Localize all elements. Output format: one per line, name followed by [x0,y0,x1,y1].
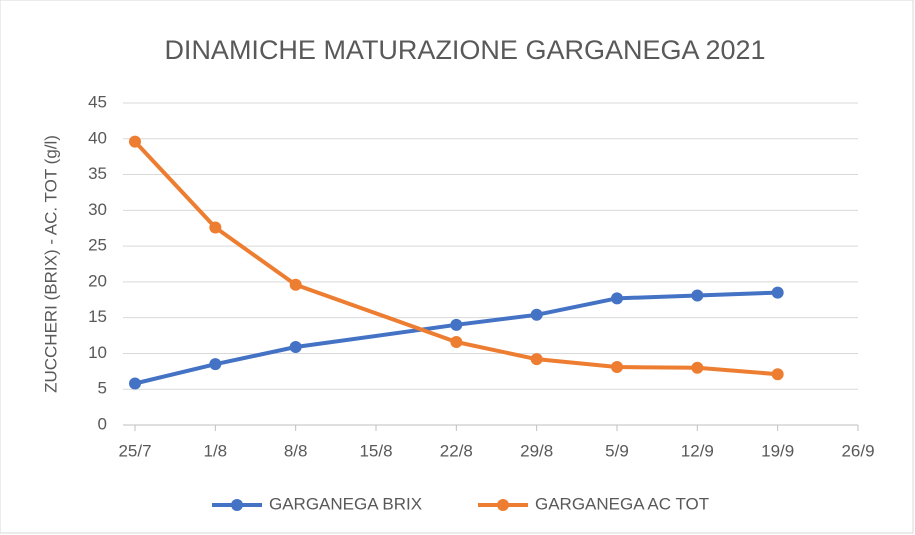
point [209,221,222,234]
point [289,341,302,354]
point [129,135,141,148]
x-tick-label: 19/9 [761,441,794,460]
x-tick-label: 15/8 [359,441,392,460]
point [450,335,463,348]
legend-marker [497,499,509,511]
point [530,308,543,321]
point [289,278,302,291]
x-tick-label: 25/7 [118,441,151,460]
point [611,292,623,305]
x-tick-label: 22/8 [440,441,473,460]
y-tick-label: 20 [88,271,107,290]
y-tick-label: 35 [88,164,107,183]
legend-marker [231,499,243,511]
point [611,361,623,374]
y-axis-label: ZUCCHERI (BRIX) - AC. TOT (g/l) [41,135,60,393]
series-line [133,140,778,377]
point [771,286,784,299]
legend-label: GARGANEGA BRIX [269,494,422,513]
chart-title: DINAMICHE MATURAZIONE GARGANEGA 2021 [164,35,765,65]
y-tick-label: 5 [98,379,107,398]
y-tick-label: 25 [88,236,107,255]
point [450,318,463,331]
x-tick-label: 26/9 [841,441,874,460]
series-line [134,290,778,386]
point [691,289,704,302]
x-tick-label: 5/9 [605,441,629,460]
y-tick-label: 10 [88,343,107,362]
x-tick-label: 8/8 [284,441,308,460]
x-tick-label: 29/8 [520,441,553,460]
point [129,377,141,390]
point [530,353,543,366]
y-tick-label: 0 [98,414,107,433]
point [691,361,704,374]
point [209,358,222,371]
y-tick-label: 30 [88,200,107,219]
y-tick-label: 45 [88,92,107,111]
legend-label: GARGANEGA AC TOT [535,494,709,513]
y-tick-label: 40 [88,128,107,147]
x-tick-label: 12/9 [681,441,714,460]
y-tick-label: 15 [88,307,107,326]
x-tick-label: 1/8 [204,441,228,460]
point [771,368,784,381]
